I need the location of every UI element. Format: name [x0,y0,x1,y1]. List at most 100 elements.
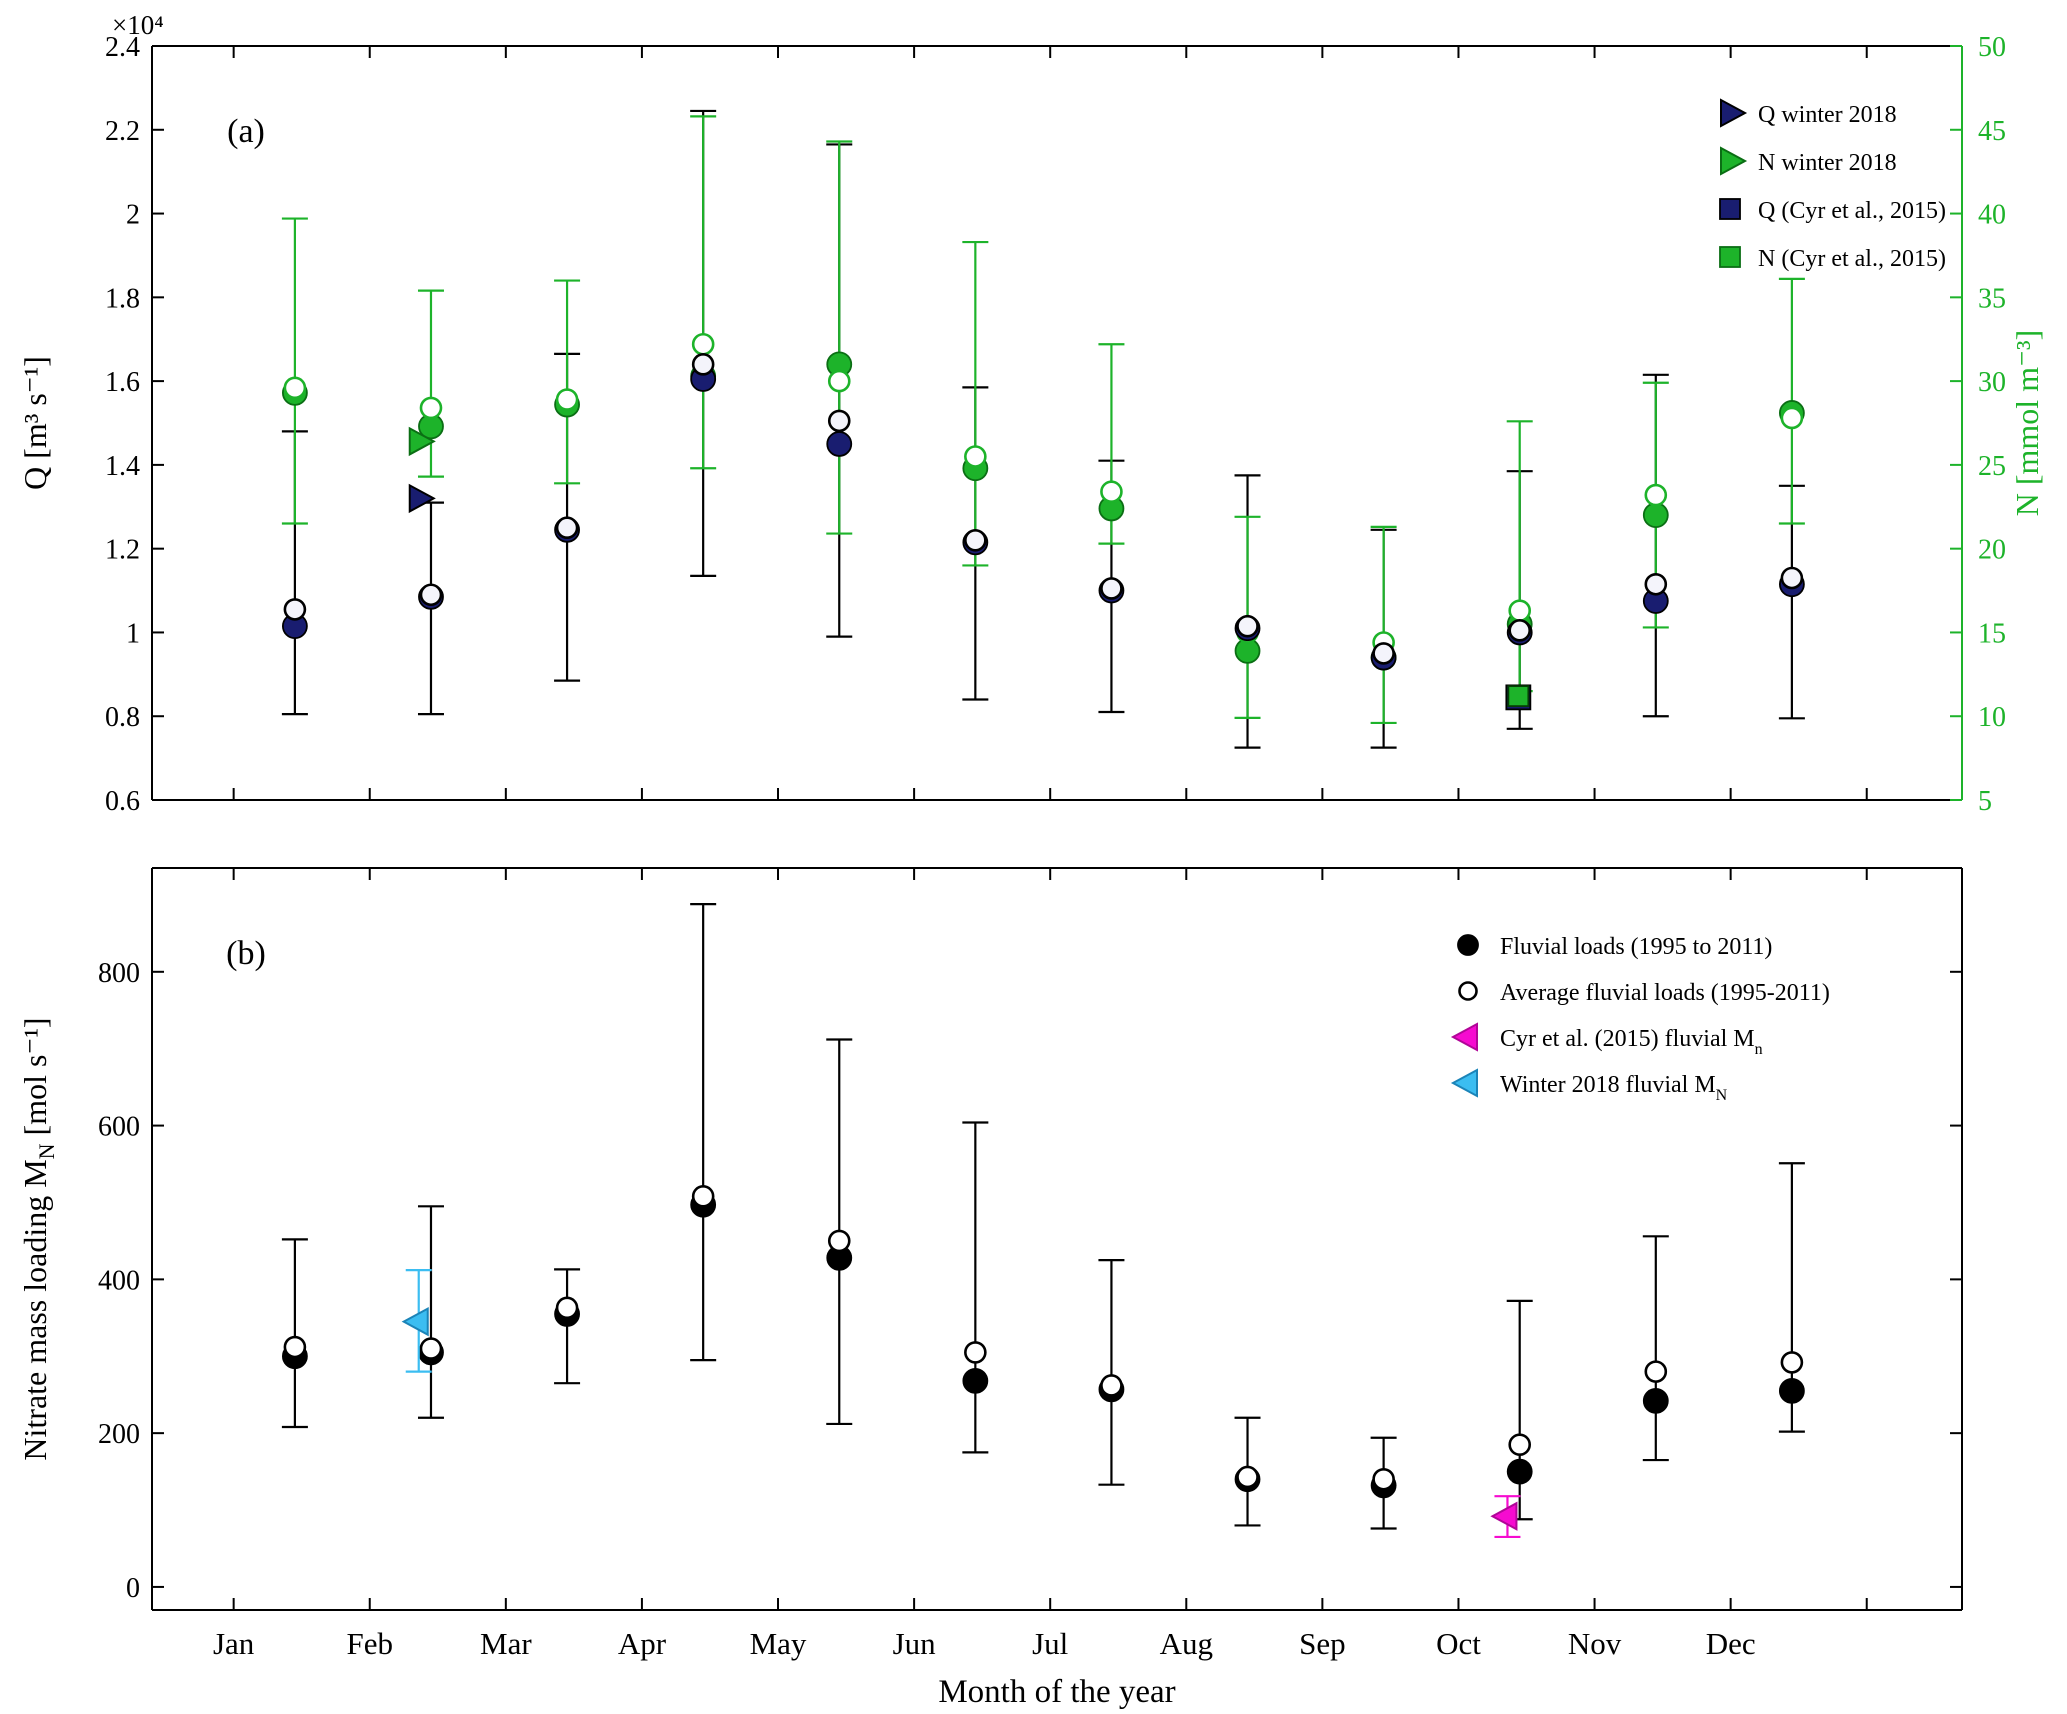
data-point-triangle-right [408,426,436,457]
data-point-circle-open [555,516,579,540]
data-point-triangle-left [1490,1501,1518,1531]
data-point-circle-filled [826,431,853,457]
panel-a-right-ylabel: N [mmol m⁻³] [2009,330,2045,516]
y-tick-label-right: 45 [1978,116,2006,147]
data-point-circle-open [1780,1351,1804,1374]
data-point-square [1507,685,1530,708]
data-point-circle-open [827,409,851,433]
data-point-circle-filled [962,1367,989,1394]
y-tick-label-left: 2 [126,200,140,231]
legend-a-label: N (Cyr et al., 2015) [1758,246,1946,272]
data-point-circle-open [691,332,715,356]
y-tick-label: 200 [98,1419,140,1450]
data-point-circle-open [1508,599,1532,622]
legend-b-marker [1450,1068,1478,1098]
legend-b-label: Fluvial loads (1995 to 2011) [1500,934,1772,960]
y-tick-label-right: 35 [1978,283,2006,314]
legend-a-marker [1719,198,1741,220]
y-tick-label: 400 [98,1265,140,1296]
y-tick-label-right: 40 [1978,200,2006,231]
y-tick-label-left: 0.8 [105,702,140,733]
axis-offset-label: ×10⁴ [112,10,164,40]
data-point-circle-open [1372,642,1395,665]
legend-a-marker [1719,246,1741,268]
data-point-circle-filled [1778,1377,1805,1404]
legend-a-label: Q winter 2018 [1758,102,1897,128]
data-point-circle-open [1780,566,1804,590]
x-tick-label: Dec [1706,1626,1756,1661]
y-tick-label-left: 1.4 [105,451,140,482]
data-point-circle-open [827,369,851,393]
data-point-circle-open [827,1229,851,1253]
data-point-circle-open [419,583,443,607]
y-tick-label-left: 1 [126,618,140,649]
data-point-circle-open [419,1337,443,1360]
data-point-circle-open [1100,480,1123,503]
data-point-circle-open [1100,577,1123,600]
y-tick-label-right: 10 [1978,702,2006,733]
legend-a-label: Q (Cyr et al., 2015) [1758,198,1946,224]
y-tick-label: 600 [98,1112,140,1143]
data-point-circle-open [283,376,307,400]
x-tick-label: Mar [480,1626,532,1661]
data-point-circle-open [691,1185,715,1208]
y-tick-label: 800 [98,958,140,989]
panel-b-label: (b) [226,935,266,972]
panel-a-left-ylabel: Q [m³ s⁻¹] [17,356,53,490]
data-point-circle-open [555,1296,579,1320]
y-tick-label-right: 15 [1978,618,2006,649]
legend-a-label: N winter 2018 [1758,150,1897,176]
x-tick-label: Oct [1436,1626,1481,1661]
data-point-circle-open [964,445,987,468]
legend-a-marker [1720,98,1748,128]
x-axis-label: Month of the year [938,1674,1175,1710]
y-tick-label-left: 1.8 [105,283,140,314]
data-point-circle-open [1508,619,1532,642]
y-tick-label: 0 [126,1573,140,1604]
data-point-circle-open [964,1341,987,1364]
y-tick-label-right: 25 [1978,451,2006,482]
data-point-circle-open [1780,406,1804,430]
y-tick-label-left: 1.2 [105,535,140,566]
legend-b-marker [1450,1022,1478,1052]
data-point-circle-open [691,353,715,376]
data-point-circle-open [555,388,579,411]
legend-a-marker [1720,146,1748,176]
y-tick-label-right: 50 [1978,32,2006,63]
data-point-triangle-right [408,483,436,514]
x-tick-label: Apr [618,1626,667,1661]
legend-b-marker [1458,981,1478,1001]
data-point-circle-filled [1642,502,1669,529]
y-tick-label-right: 20 [1978,535,2006,566]
x-tick-label: Jul [1032,1626,1068,1661]
y-tick-label-left: 0.6 [105,786,140,817]
x-tick-label: Sep [1299,1626,1346,1661]
legend-b-label: Average fluvial loads (1995-2011) [1500,980,1830,1006]
y-tick-label-left: 1.6 [105,367,140,398]
data-point-triangle-left [401,1306,429,1337]
y-tick-label-right: 30 [1978,367,2006,398]
data-point-circle-open [283,598,307,621]
data-point-circle-open [964,528,987,552]
data-point-circle-open [1236,1465,1259,1489]
x-tick-label: Jan [213,1626,255,1661]
panel-a-label: (a) [227,113,265,150]
legend-b-label: Winter 2018 fluvial MN [1500,1072,1728,1104]
data-point-circle-filled [1642,1387,1669,1414]
x-tick-label: Nov [1568,1626,1622,1661]
x-tick-label: Aug [1160,1626,1213,1661]
legend-b-marker [1457,934,1479,956]
y-tick-label-right: 5 [1978,786,1992,817]
data-point-circle-open [1372,1467,1395,1491]
y-tick-label-left: 2.4 [105,32,140,63]
data-point-circle-filled [1506,1458,1533,1485]
x-tick-label: May [750,1626,807,1661]
data-point-circle-open [419,396,443,420]
data-point-circle-open [1236,614,1259,638]
data-point-circle-open [1644,483,1668,507]
data-point-circle-open [283,1335,307,1359]
data-point-circle-open [1644,1360,1668,1383]
y-tick-label-left: 2.2 [105,116,140,147]
